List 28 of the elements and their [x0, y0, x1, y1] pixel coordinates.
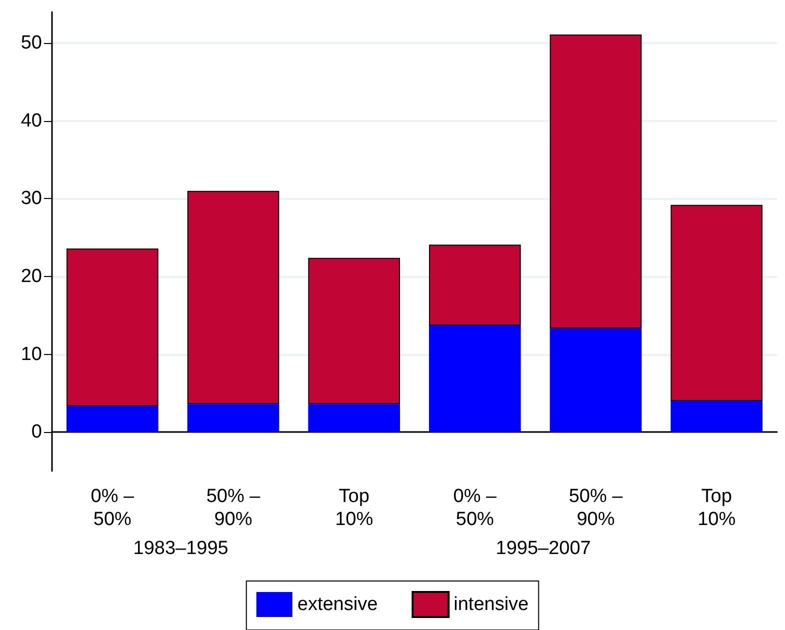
x-tick-label: 50% – 90%	[206, 486, 261, 530]
bar	[550, 34, 642, 329]
x-tick-label: Top 10%	[698, 486, 736, 530]
bar	[187, 190, 280, 404]
bar	[670, 400, 762, 432]
y-tick-label: 50	[20, 32, 42, 54]
legend-label: extensive	[297, 594, 378, 615]
y-tick-label: 40	[20, 110, 42, 132]
bar	[429, 244, 521, 326]
legend-label: intensive	[454, 594, 529, 615]
bar	[66, 248, 158, 406]
y-tick-label: 30	[20, 188, 42, 210]
y-tick-label: 0	[31, 422, 42, 443]
text: 1995–2007	[496, 538, 591, 559]
x-tick-label: 50% – 90%	[568, 486, 624, 530]
x-tick-label: 0% – 50%	[90, 486, 134, 530]
bar	[187, 404, 280, 432]
bar	[429, 326, 521, 432]
text: 1983–1995	[133, 538, 228, 559]
bar	[66, 406, 158, 432]
bar	[308, 404, 400, 432]
bar	[550, 328, 642, 432]
bar	[670, 204, 762, 401]
y-tick-label: 20	[20, 266, 42, 288]
x-tick-label: 0% – 50%	[453, 486, 497, 530]
bar	[308, 258, 400, 404]
x-tick-label: Top 10%	[335, 486, 374, 530]
y-tick-label: 10	[20, 344, 42, 365]
